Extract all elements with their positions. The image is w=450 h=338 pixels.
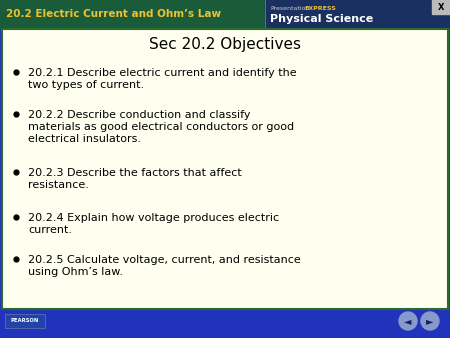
Text: Presentation: Presentation — [270, 5, 310, 10]
Text: resistance.: resistance. — [28, 180, 89, 190]
Text: EXPRESS: EXPRESS — [304, 5, 336, 10]
Text: ►: ► — [426, 316, 434, 326]
Bar — [3, 30, 447, 308]
Text: 20.2.1 Describe electric current and identify the: 20.2.1 Describe electric current and ide… — [28, 68, 297, 78]
Text: 20.2 Electric Current and Ohm’s Law: 20.2 Electric Current and Ohm’s Law — [6, 9, 221, 19]
Text: 20.2.2 Describe conduction and classify: 20.2.2 Describe conduction and classify — [28, 110, 251, 120]
Text: 20.2.5 Calculate voltage, current, and resistance: 20.2.5 Calculate voltage, current, and r… — [28, 255, 301, 265]
Bar — [0, 0, 265, 28]
Bar — [432, 0, 450, 14]
Bar — [0, 310, 450, 338]
Text: X: X — [438, 2, 444, 11]
Bar — [2, 29, 448, 309]
Text: two types of current.: two types of current. — [28, 80, 144, 90]
Bar — [5, 314, 45, 328]
Text: using Ohm’s law.: using Ohm’s law. — [28, 267, 123, 277]
Text: ◄: ◄ — [404, 316, 412, 326]
Text: current.: current. — [28, 225, 72, 235]
Circle shape — [421, 312, 439, 330]
Text: Physical Science: Physical Science — [270, 14, 373, 24]
Text: 20.2.3 Describe the factors that affect: 20.2.3 Describe the factors that affect — [28, 168, 242, 178]
Text: electrical insulators.: electrical insulators. — [28, 134, 141, 144]
Text: materials as good electrical conductors or good: materials as good electrical conductors … — [28, 122, 294, 132]
Text: PEARSON: PEARSON — [11, 318, 39, 323]
Text: Sec 20.2 Objectives: Sec 20.2 Objectives — [149, 38, 301, 52]
Bar — [265, 0, 450, 28]
Text: 20.2.4 Explain how voltage produces electric: 20.2.4 Explain how voltage produces elec… — [28, 213, 279, 223]
Circle shape — [399, 312, 417, 330]
